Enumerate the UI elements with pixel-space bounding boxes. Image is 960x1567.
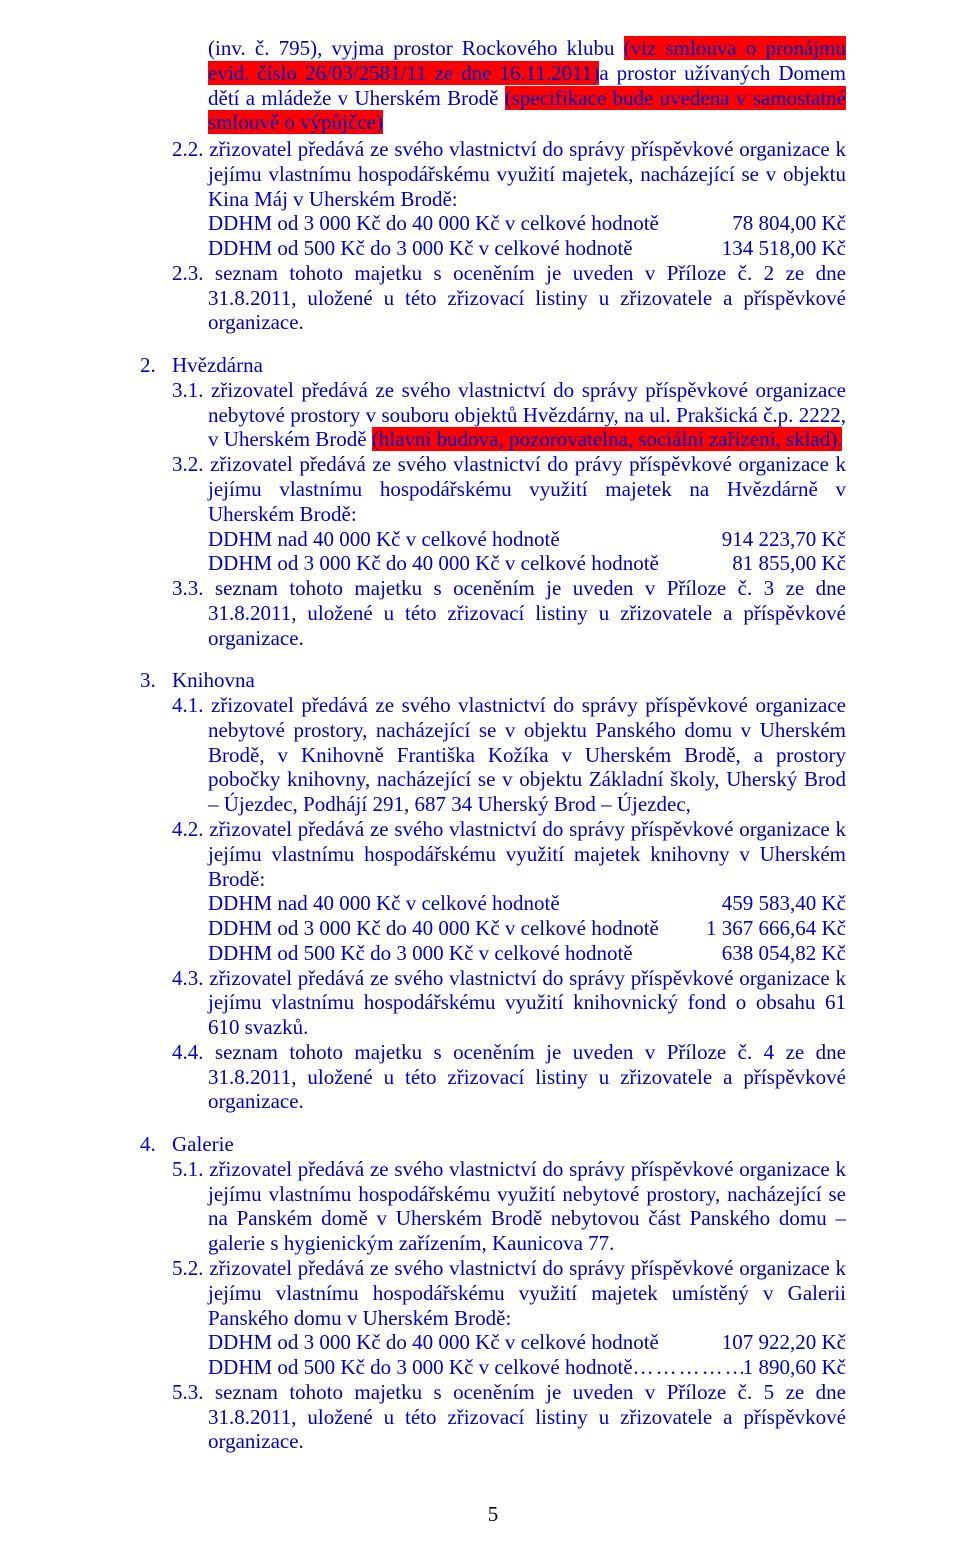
s3-i4-txt: seznam tohoto majetku s oceněním je uved… [204,1040,847,1114]
s2-l2: DDHM od 3 000 Kč do 40 000 Kč v celkové … [140,551,846,576]
s3-i3: 4.3. zřizovatel předává ze svého vlastni… [208,966,846,1040]
s4-i1: 5.1. zřizovatel předává ze svého vlastni… [208,1157,846,1256]
s3-i3-num: 4.3. [172,966,204,990]
s2-i1-hl: (hlavní budova, pozorovatelna, sociální … [372,427,843,451]
section-3-title: 3.Knihovna [140,668,846,693]
s4-l1: DDHM od 3 000 Kč do 40 000 Kč v celkové … [140,1330,846,1355]
s3-i2-txt: zřizovatel předává ze svého vlastnictví … [204,817,847,891]
intro-p3-txt: seznam tohoto majetku s oceněním je uved… [204,261,847,335]
s4-l2: DDHM od 500 Kč do 3 000 Kč v celkové hod… [140,1355,846,1380]
s2-i3-txt: seznam tohoto majetku s oceněním je uved… [204,576,847,650]
s2-i2-num: 3.2. [172,452,204,476]
s2-i3: 3.3. seznam tohoto majetku s oceněním je… [208,576,846,650]
section-2-title: 2.Hvězdárna [140,353,846,378]
intro-p1: (inv. č. 795), vyjma prostor Rockového k… [208,36,846,135]
s2-i2: 3.2. zřizovatel předává ze svého vlastni… [208,452,846,526]
s4-l2-val: 1 890,60 Kč [743,1355,846,1380]
s4-i2: 5.2. zřizovatel předává ze svého vlastni… [208,1256,846,1330]
intro-p3-num: 2.3. [172,261,204,285]
s3-l1: DDHM nad 40 000 Kč v celkové hodnotě 459… [140,891,846,916]
section-2: 2.Hvězdárna 3.1. zřizovatel předává ze s… [140,353,846,650]
section-3: 3.Knihovna 4.1. zřizovatel předává ze sv… [140,668,846,1114]
intro-p1-a: (inv. č. 795), vyjma prostor Rockového k… [208,36,624,60]
s4-i3-txt: seznam tohoto majetku s oceněním je uved… [204,1380,847,1454]
intro-l2-val: 134 518,00 Kč [722,236,846,261]
s3-i4-num: 4.4. [172,1040,204,1064]
s2-l1-lbl: DDHM nad 40 000 Kč v celkové hodnotě [208,527,560,552]
s2-l2-lbl: DDHM od 3 000 Kč do 40 000 Kč v celkové … [208,551,659,576]
s2-i2-txt: zřizovatel předává ze svého vlastnictví … [204,452,847,526]
s4-i3-num: 5.3. [172,1380,204,1404]
s3-l3-lbl: DDHM od 500 Kč do 3 000 Kč v celkové hod… [208,941,633,966]
section-4-num: 4. [140,1132,172,1157]
s3-i1-txt: zřizovatel předává ze svého vlastnictví … [204,693,847,816]
s3-l3-val: 638 054,82 Kč [722,941,846,966]
s3-l2: DDHM od 3 000 Kč do 40 000 Kč v celkové … [140,916,846,941]
s4-l1-val: 107 922,20 Kč [722,1330,846,1355]
s3-i3-txt: zřizovatel předává ze svého vlastnictví … [204,966,847,1040]
intro-l2-lbl: DDHM od 500 Kč do 3 000 Kč v celkové hod… [208,236,633,261]
s3-l2-val: 1 367 666,64 Kč [706,916,846,941]
s4-i3: 5.3. seznam tohoto majetku s oceněním je… [208,1380,846,1454]
s4-l2-lbl: DDHM od 500 Kč do 3 000 Kč v celkové hod… [208,1355,633,1380]
s2-i3-num: 3.3. [172,576,204,600]
s3-i2: 4.2. zřizovatel předává ze svého vlastni… [208,817,846,891]
s3-l1-val: 459 583,40 Kč [722,891,846,916]
intro-p3: 2.3. seznam tohoto majetku s oceněním je… [208,261,846,335]
dot-leader: ……………. [633,1355,743,1380]
section-2-name: Hvězdárna [172,353,263,377]
s3-l1-lbl: DDHM nad 40 000 Kč v celkové hodnotě [208,891,560,916]
intro-l1: DDHM od 3 000 Kč do 40 000 Kč v celkové … [140,211,846,236]
s2-l2-val: 81 855,00 Kč [732,551,846,576]
s4-i2-txt: zřizovatel předává ze svého vlastnictví … [204,1256,847,1330]
section-4-name: Galerie [172,1132,234,1156]
s4-i2-num: 5.2. [172,1256,204,1280]
s2-i1: 3.1. zřizovatel předává ze svého vlastni… [208,378,846,452]
intro-p2-a: zřizovatel předává ze svého vlastnictví … [204,137,847,211]
s3-i4: 4.4. seznam tohoto majetku s oceněním je… [208,1040,846,1114]
s4-i1-num: 5.1. [172,1157,204,1181]
s3-l2-lbl: DDHM od 3 000 Kč do 40 000 Kč v celkové … [208,916,659,941]
intro-l2: DDHM od 500 Kč do 3 000 Kč v celkové hod… [140,236,846,261]
s3-i1: 4.1. zřizovatel předává ze svého vlastni… [208,693,846,817]
s2-i1-num: 3.1. [172,378,204,402]
page-number: 5 [140,1502,846,1527]
section-2-num: 2. [140,353,172,378]
s4-i1-txt: zřizovatel předává ze svého vlastnictví … [204,1157,847,1255]
intro-p2-num: 2.2. [172,137,204,161]
section-4-title: 4.Galerie [140,1132,846,1157]
s3-i2-num: 4.2. [172,817,204,841]
section-3-num: 3. [140,668,172,693]
s2-l1-val: 914 223,70 Kč [722,527,846,552]
intro-p2: 2.2. zřizovatel předává ze svého vlastni… [208,137,846,211]
s2-l1: DDHM nad 40 000 Kč v celkové hodnotě 914… [140,527,846,552]
s3-i1-num: 4.1. [172,693,204,717]
intro-l1-val: 78 804,00 Kč [732,211,846,236]
section-4: 4.Galerie 5.1. zřizovatel předává ze své… [140,1132,846,1454]
s3-l3: DDHM od 500 Kč do 3 000 Kč v celkové hod… [140,941,846,966]
section-3-name: Knihovna [172,668,255,692]
intro-l1-lbl: DDHM od 3 000 Kč do 40 000 Kč v celkové … [208,211,659,236]
s4-l1-lbl: DDHM od 3 000 Kč do 40 000 Kč v celkové … [208,1330,659,1355]
